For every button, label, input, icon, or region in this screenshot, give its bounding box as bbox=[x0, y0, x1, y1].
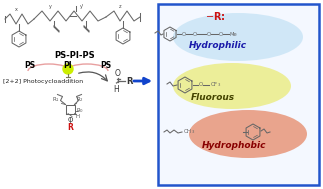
Text: R: R bbox=[67, 123, 73, 132]
Text: Hydrophobic: Hydrophobic bbox=[202, 142, 266, 150]
Text: O: O bbox=[199, 83, 203, 88]
Text: O: O bbox=[67, 118, 73, 123]
Circle shape bbox=[63, 64, 73, 74]
Ellipse shape bbox=[173, 63, 291, 109]
Text: H: H bbox=[113, 85, 119, 94]
Text: PS: PS bbox=[100, 61, 111, 70]
Text: R$_2$: R$_2$ bbox=[76, 95, 83, 104]
Text: CF$_3$: CF$_3$ bbox=[210, 81, 221, 89]
Text: $-$R:: $-$R: bbox=[205, 10, 225, 22]
Text: y: y bbox=[48, 4, 51, 9]
Text: PS-PI-PS: PS-PI-PS bbox=[55, 51, 95, 60]
Text: R$_0$: R$_0$ bbox=[76, 106, 84, 115]
Ellipse shape bbox=[189, 110, 307, 158]
Text: Me: Me bbox=[230, 32, 238, 36]
Text: R: R bbox=[126, 77, 132, 85]
Text: PS: PS bbox=[25, 61, 36, 70]
Text: R$_1$: R$_1$ bbox=[51, 95, 59, 104]
Text: y': y' bbox=[80, 4, 84, 9]
Text: Fluorous: Fluorous bbox=[191, 92, 235, 101]
Text: Hydrophilic: Hydrophilic bbox=[189, 42, 247, 50]
Text: O: O bbox=[207, 32, 211, 36]
Text: PI: PI bbox=[64, 61, 72, 70]
Text: H: H bbox=[76, 115, 80, 119]
Ellipse shape bbox=[173, 13, 303, 61]
Text: CH$_3$: CH$_3$ bbox=[183, 128, 195, 136]
Bar bbox=[158, 4, 319, 185]
Text: O: O bbox=[219, 32, 223, 36]
Text: x: x bbox=[15, 7, 17, 12]
Text: O: O bbox=[115, 69, 121, 78]
Text: z: z bbox=[119, 4, 121, 9]
Text: O: O bbox=[193, 32, 197, 36]
Text: [2+2] Photocycloaddition: [2+2] Photocycloaddition bbox=[3, 78, 83, 84]
Text: O: O bbox=[182, 32, 186, 36]
